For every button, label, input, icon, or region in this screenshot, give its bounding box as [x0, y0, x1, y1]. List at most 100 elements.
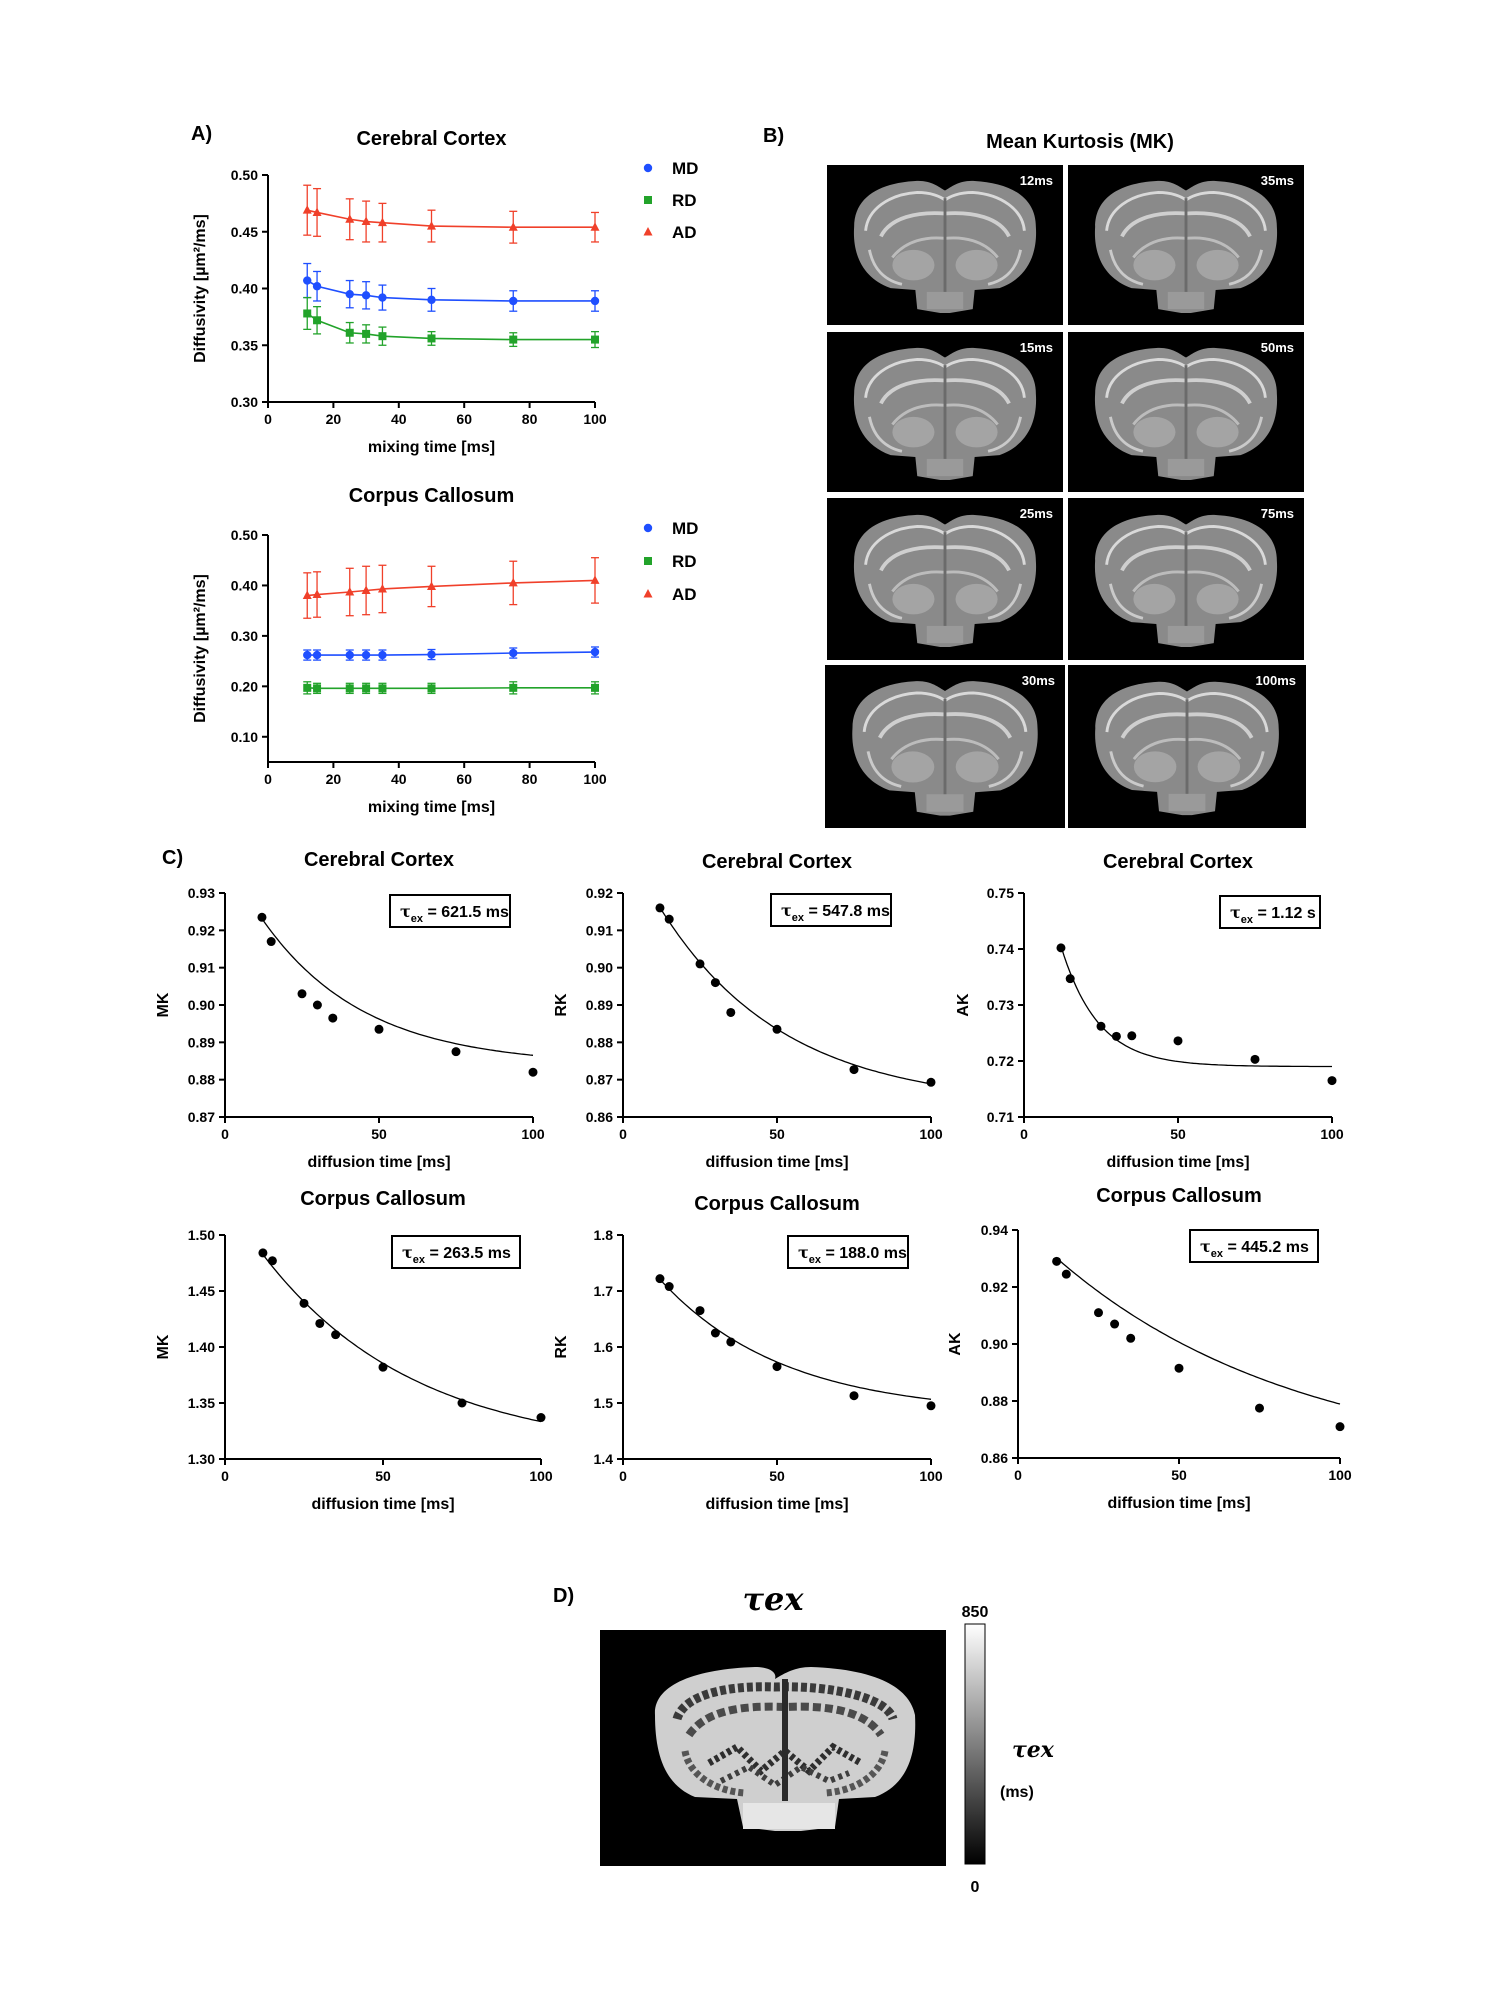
- data-point: [297, 989, 307, 999]
- y-tick-label: 0.74: [987, 941, 1014, 957]
- y-tick-label: 1.6: [594, 1339, 614, 1355]
- series-line: [307, 209, 595, 229]
- chart-callosum-mk: 0 50 100 1.30 1.35 1.40 1.45 1.50 Corpus Callosu…: [155, 1188, 553, 1513]
- fit-curve: [262, 1254, 542, 1423]
- annotation-box: [1219, 895, 1321, 929]
- y-tick-label: 0.87: [188, 1109, 215, 1125]
- x-tick-label: 60: [456, 771, 472, 787]
- data-point: [377, 217, 387, 227]
- tau-map-brain: [654, 1667, 916, 1831]
- data-point: [772, 1362, 782, 1372]
- data-point: [313, 316, 322, 325]
- data-point: [427, 684, 436, 693]
- tau-map-title: τex: [743, 1580, 805, 1618]
- x-tick-label: 100: [1320, 1126, 1344, 1142]
- fit-curve: [1056, 1257, 1341, 1405]
- data-point: [926, 1077, 936, 1087]
- data-point: [303, 683, 312, 692]
- y-tick-label: 0.88: [981, 1393, 1008, 1409]
- data-point: [267, 1256, 277, 1266]
- x-tick-label: 0: [264, 771, 272, 787]
- data-point: [655, 1274, 665, 1284]
- series-line: [306, 279, 595, 302]
- y-tick-label: 0.73: [987, 997, 1014, 1013]
- legend-label: MD: [672, 159, 698, 178]
- chart-title: Corpus Callosum: [300, 1188, 466, 1210]
- y-tick-label: 0.92: [981, 1279, 1008, 1295]
- x-tick-label: 50: [1171, 1467, 1187, 1483]
- data-point: [345, 684, 354, 693]
- data-point: [655, 903, 665, 913]
- legend: MD RD AD: [643, 159, 698, 242]
- tau-value: τex = 445.2 ms: [1200, 1237, 1309, 1260]
- x-tick-label: 80: [522, 771, 538, 787]
- chart-title: Cerebral Cortex: [1103, 851, 1253, 873]
- data-point: [590, 296, 600, 306]
- colorbar-unit: (ms): [1000, 1784, 1034, 1801]
- x-tick-label: 0: [264, 411, 272, 427]
- y-tick-label: 0.90: [586, 960, 613, 976]
- colorbar-min: 0: [971, 1879, 980, 1896]
- data-point: [590, 647, 600, 657]
- x-tick-label: 0: [221, 1126, 229, 1142]
- chart-cortex-diffusivity: 0 20 40 60 80 100 0.30 0.35 0.40 0.45 0.50 Cerebral…: [192, 128, 698, 456]
- data-point: [378, 293, 387, 302]
- y-tick-label: 0.40: [231, 281, 258, 297]
- y-tick-label: 0.89: [188, 1034, 215, 1050]
- y-axis-label: RK: [553, 993, 570, 1017]
- x-axis-label: diffusion time [ms]: [311, 1496, 454, 1513]
- series-line: [307, 687, 595, 690]
- x-tick-label: 20: [326, 771, 342, 787]
- annotation-box: [389, 894, 511, 928]
- data-point: [302, 205, 312, 214]
- y-tick-label: 1.4: [594, 1451, 614, 1467]
- y-tick-label: 0.35: [231, 337, 258, 353]
- y-tick-label: 0.50: [231, 167, 258, 183]
- data-point: [257, 912, 267, 922]
- tau-annotation: τex = 547.8 ms: [770, 893, 892, 927]
- data-point: [509, 648, 518, 658]
- mk-image-time-label: 15ms: [1020, 340, 1053, 355]
- y-tick-label: 0.72: [987, 1053, 1014, 1069]
- data-point: [328, 1013, 338, 1023]
- data-point: [427, 295, 436, 305]
- data-point: [361, 291, 371, 300]
- data-point: [536, 1413, 546, 1423]
- mk-image-time-label: 75ms: [1261, 506, 1294, 521]
- y-tick-label: 0.71: [987, 1109, 1014, 1125]
- y-tick-label: 1.40: [188, 1339, 215, 1355]
- data-point: [1065, 974, 1075, 984]
- data-point: [1096, 1021, 1106, 1031]
- x-tick-label: 100: [919, 1468, 943, 1484]
- chart-title: Cerebral Cortex: [356, 128, 506, 150]
- data-point: [1056, 943, 1066, 953]
- chart-cortex-mk: 0 50 100 0.87 0.88 0.89 0.90 0.91 0.92 0.93 Cerebr…: [155, 849, 545, 1171]
- legend-label: AD: [672, 223, 697, 242]
- y-tick-label: 1.50: [188, 1227, 215, 1243]
- data-point: [361, 216, 371, 226]
- data-point: [361, 585, 371, 594]
- mk-image-panel: Mean Kurtosis (MK) 12ms 35ms 15ms 50ms 25ms 7…: [825, 131, 1306, 828]
- y-tick-label: 0.91: [188, 960, 215, 976]
- y-tick-label: 0.87: [586, 1072, 613, 1088]
- data-point: [695, 959, 705, 969]
- data-point: [345, 587, 355, 596]
- data-point: [345, 328, 354, 337]
- data-point: [509, 296, 518, 306]
- mk-image-time-label: 100ms: [1256, 673, 1296, 688]
- y-tick-label: 0.92: [586, 885, 613, 901]
- tau-annotation: τex = 263.5 ms: [391, 1235, 521, 1269]
- data-point: [591, 683, 599, 692]
- series-line: [307, 651, 596, 656]
- data-point: [1061, 1269, 1071, 1279]
- y-tick-label: 0.88: [188, 1072, 215, 1088]
- y-tick-label: 1.45: [188, 1283, 215, 1299]
- fit-curve: [261, 918, 534, 1056]
- x-axis-label: diffusion time [ms]: [1107, 1495, 1250, 1512]
- data-point: [312, 282, 322, 291]
- mk-image-12ms: 12ms: [827, 165, 1063, 325]
- x-tick-label: 50: [769, 1468, 785, 1484]
- data-point: [509, 683, 518, 692]
- data-point: [1126, 1333, 1136, 1343]
